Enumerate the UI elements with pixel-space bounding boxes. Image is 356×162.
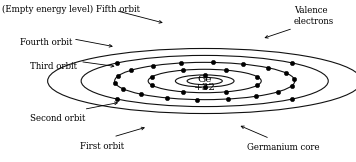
- Ellipse shape: [187, 77, 222, 85]
- Text: Ge: Ge: [198, 75, 212, 84]
- Text: Second orbit: Second orbit: [30, 114, 86, 123]
- Text: Fourth orbit: Fourth orbit: [20, 38, 72, 47]
- Text: (Empty energy level) Fifth orbit: (Empty energy level) Fifth orbit: [2, 5, 140, 14]
- Text: Germanium core: Germanium core: [247, 143, 320, 152]
- Text: +32: +32: [194, 83, 216, 92]
- Text: First orbit: First orbit: [80, 142, 124, 151]
- Text: Third orbit: Third orbit: [30, 62, 77, 71]
- Text: Valence
electrons: Valence electrons: [294, 6, 334, 26]
